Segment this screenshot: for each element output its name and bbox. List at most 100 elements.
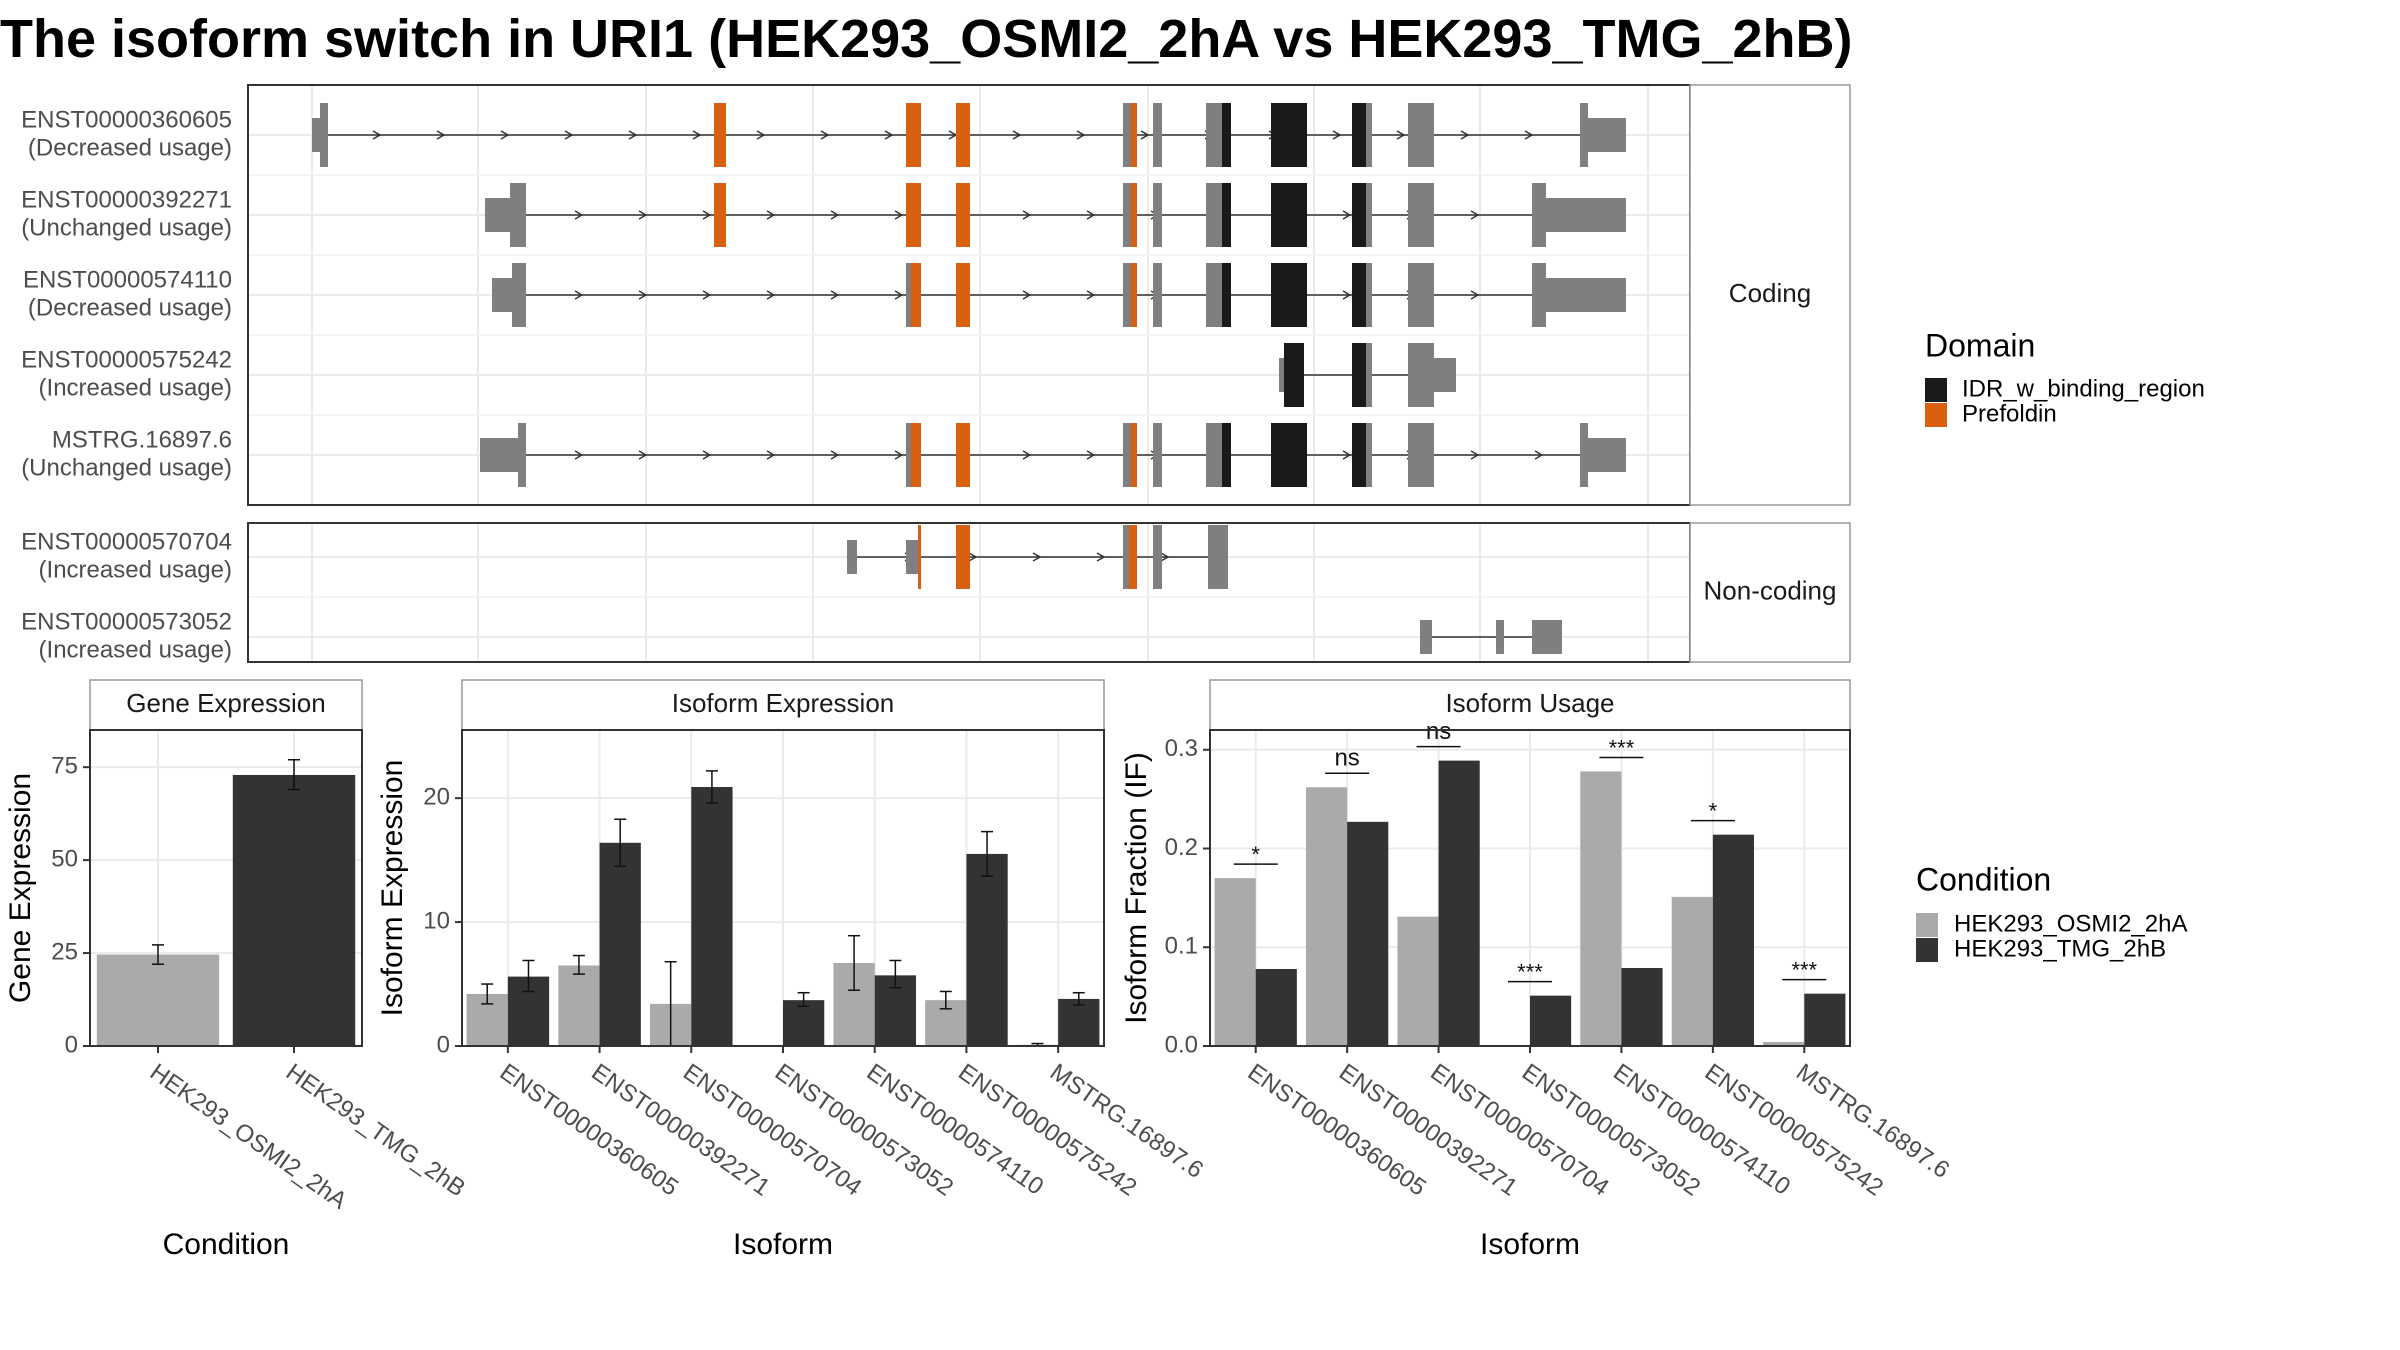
exon [1532,620,1562,654]
x-tick-label: MSTRG.16897.6 [1045,1059,1208,1184]
bar [1621,967,1663,1046]
exon [1408,263,1434,327]
domain-legend-item: Prefoldin [1962,400,2057,427]
exon [906,263,912,327]
domain-legend-title: Domain [1925,327,2035,363]
exon [1206,183,1222,247]
exon [518,423,526,487]
exon [1366,183,1372,247]
track-label-usage: (Increased usage) [39,636,232,663]
x-axis-title: Condition [163,1228,290,1261]
facet-strip-label: Isoform Usage [1445,688,1614,718]
facet-strip-label: Coding [1729,278,1811,308]
idr-domain [1271,183,1307,247]
strand-arrow [1524,130,1534,140]
facet-strip [1689,84,1851,506]
strand-arrow [820,130,830,140]
significance-label: ns [1426,718,1451,745]
prefoldin-domain [911,263,921,327]
strand-arrow [1160,552,1170,562]
exon [1153,525,1162,589]
bar [783,1000,825,1046]
bar [1671,896,1713,1046]
prefoldin-domain [1131,263,1137,327]
facet-strip [461,679,1105,731]
exon [480,438,524,472]
significance-label: * [1251,842,1260,867]
prefoldin-domain [1131,183,1137,247]
strand-arrow [894,450,904,460]
prefoldin-domain [956,423,970,487]
condition-legend-item: HEK293_OSMI2_2hA [1954,910,2187,937]
exon [1153,183,1162,247]
x-axis-title: Isoform [733,1228,833,1261]
strand-arrow [1396,130,1406,140]
condition-legend-item: HEK293_TMG_2hB [1954,935,2166,962]
exon [1586,438,1626,472]
track-label-name: ENST00000575242 [21,346,232,373]
bar [599,842,641,1046]
exon [1206,103,1222,167]
prefoldin-domain [956,183,970,247]
exon [1532,263,1546,327]
strand-arrow [884,130,894,140]
strand-arrow [436,130,446,140]
significance-label: * [1709,798,1718,823]
track-label-name: ENST00000573052 [21,608,232,635]
strand-arrow [1470,210,1480,220]
facet-strip [1209,679,1851,731]
prefoldin-domain [911,423,921,487]
strand-arrow [894,290,904,300]
track-label-usage: (Decreased usage) [28,134,232,161]
facet-strip-label: Isoform Expression [672,688,895,718]
idr-domain [1222,263,1231,327]
prefoldin-domain [714,183,726,247]
prefoldin-domain [956,103,970,167]
y-tick-label: 0.2 [1165,834,1198,861]
idr-domain [1271,263,1307,327]
facet-strip [1689,522,1851,663]
exon [1420,620,1432,654]
exon [1408,183,1434,247]
strand-arrow [628,130,638,140]
facet-strip-label: Gene Expression [126,688,325,718]
strand-arrow [574,290,584,300]
exon [1408,423,1434,487]
strand-arrow [1470,450,1480,460]
exon [1430,358,1456,392]
prefoldin-domain [918,525,921,589]
strand-arrow [830,210,840,220]
track-label-usage: (Unchanged usage) [21,214,232,241]
idr-domain [1352,103,1366,167]
y-tick-label: 75 [51,753,78,780]
bar [558,965,600,1046]
strand-arrow [1342,210,1352,220]
strand-arrow [372,130,382,140]
strand-arrow [574,450,584,460]
bar [1214,878,1256,1046]
track-label-name: ENST00000392271 [21,186,232,213]
exon [320,103,328,167]
strand-arrow [692,130,702,140]
x-axis-title: Isoform [1480,1228,1580,1261]
exon [1153,103,1162,167]
bar [1763,1042,1805,1046]
exon [1279,358,1285,392]
exon [1408,343,1434,407]
strand-arrow [830,290,840,300]
track-label-name: ENST00000574110 [23,266,232,293]
bar [1058,998,1100,1046]
exon [847,540,857,574]
bar [1255,968,1297,1046]
chart-title: The isoform switch in URI1 (HEK293_OSMI2… [0,9,1853,69]
exon [1206,263,1222,327]
prefoldin-domain [1129,525,1137,589]
prefoldin-domain [906,103,921,167]
exon [510,183,526,247]
strand-arrow [564,130,574,140]
idr-domain [1352,183,1366,247]
y-tick-label: 0.0 [1165,1031,1198,1058]
strand-arrow [500,130,510,140]
bar [691,787,733,1046]
